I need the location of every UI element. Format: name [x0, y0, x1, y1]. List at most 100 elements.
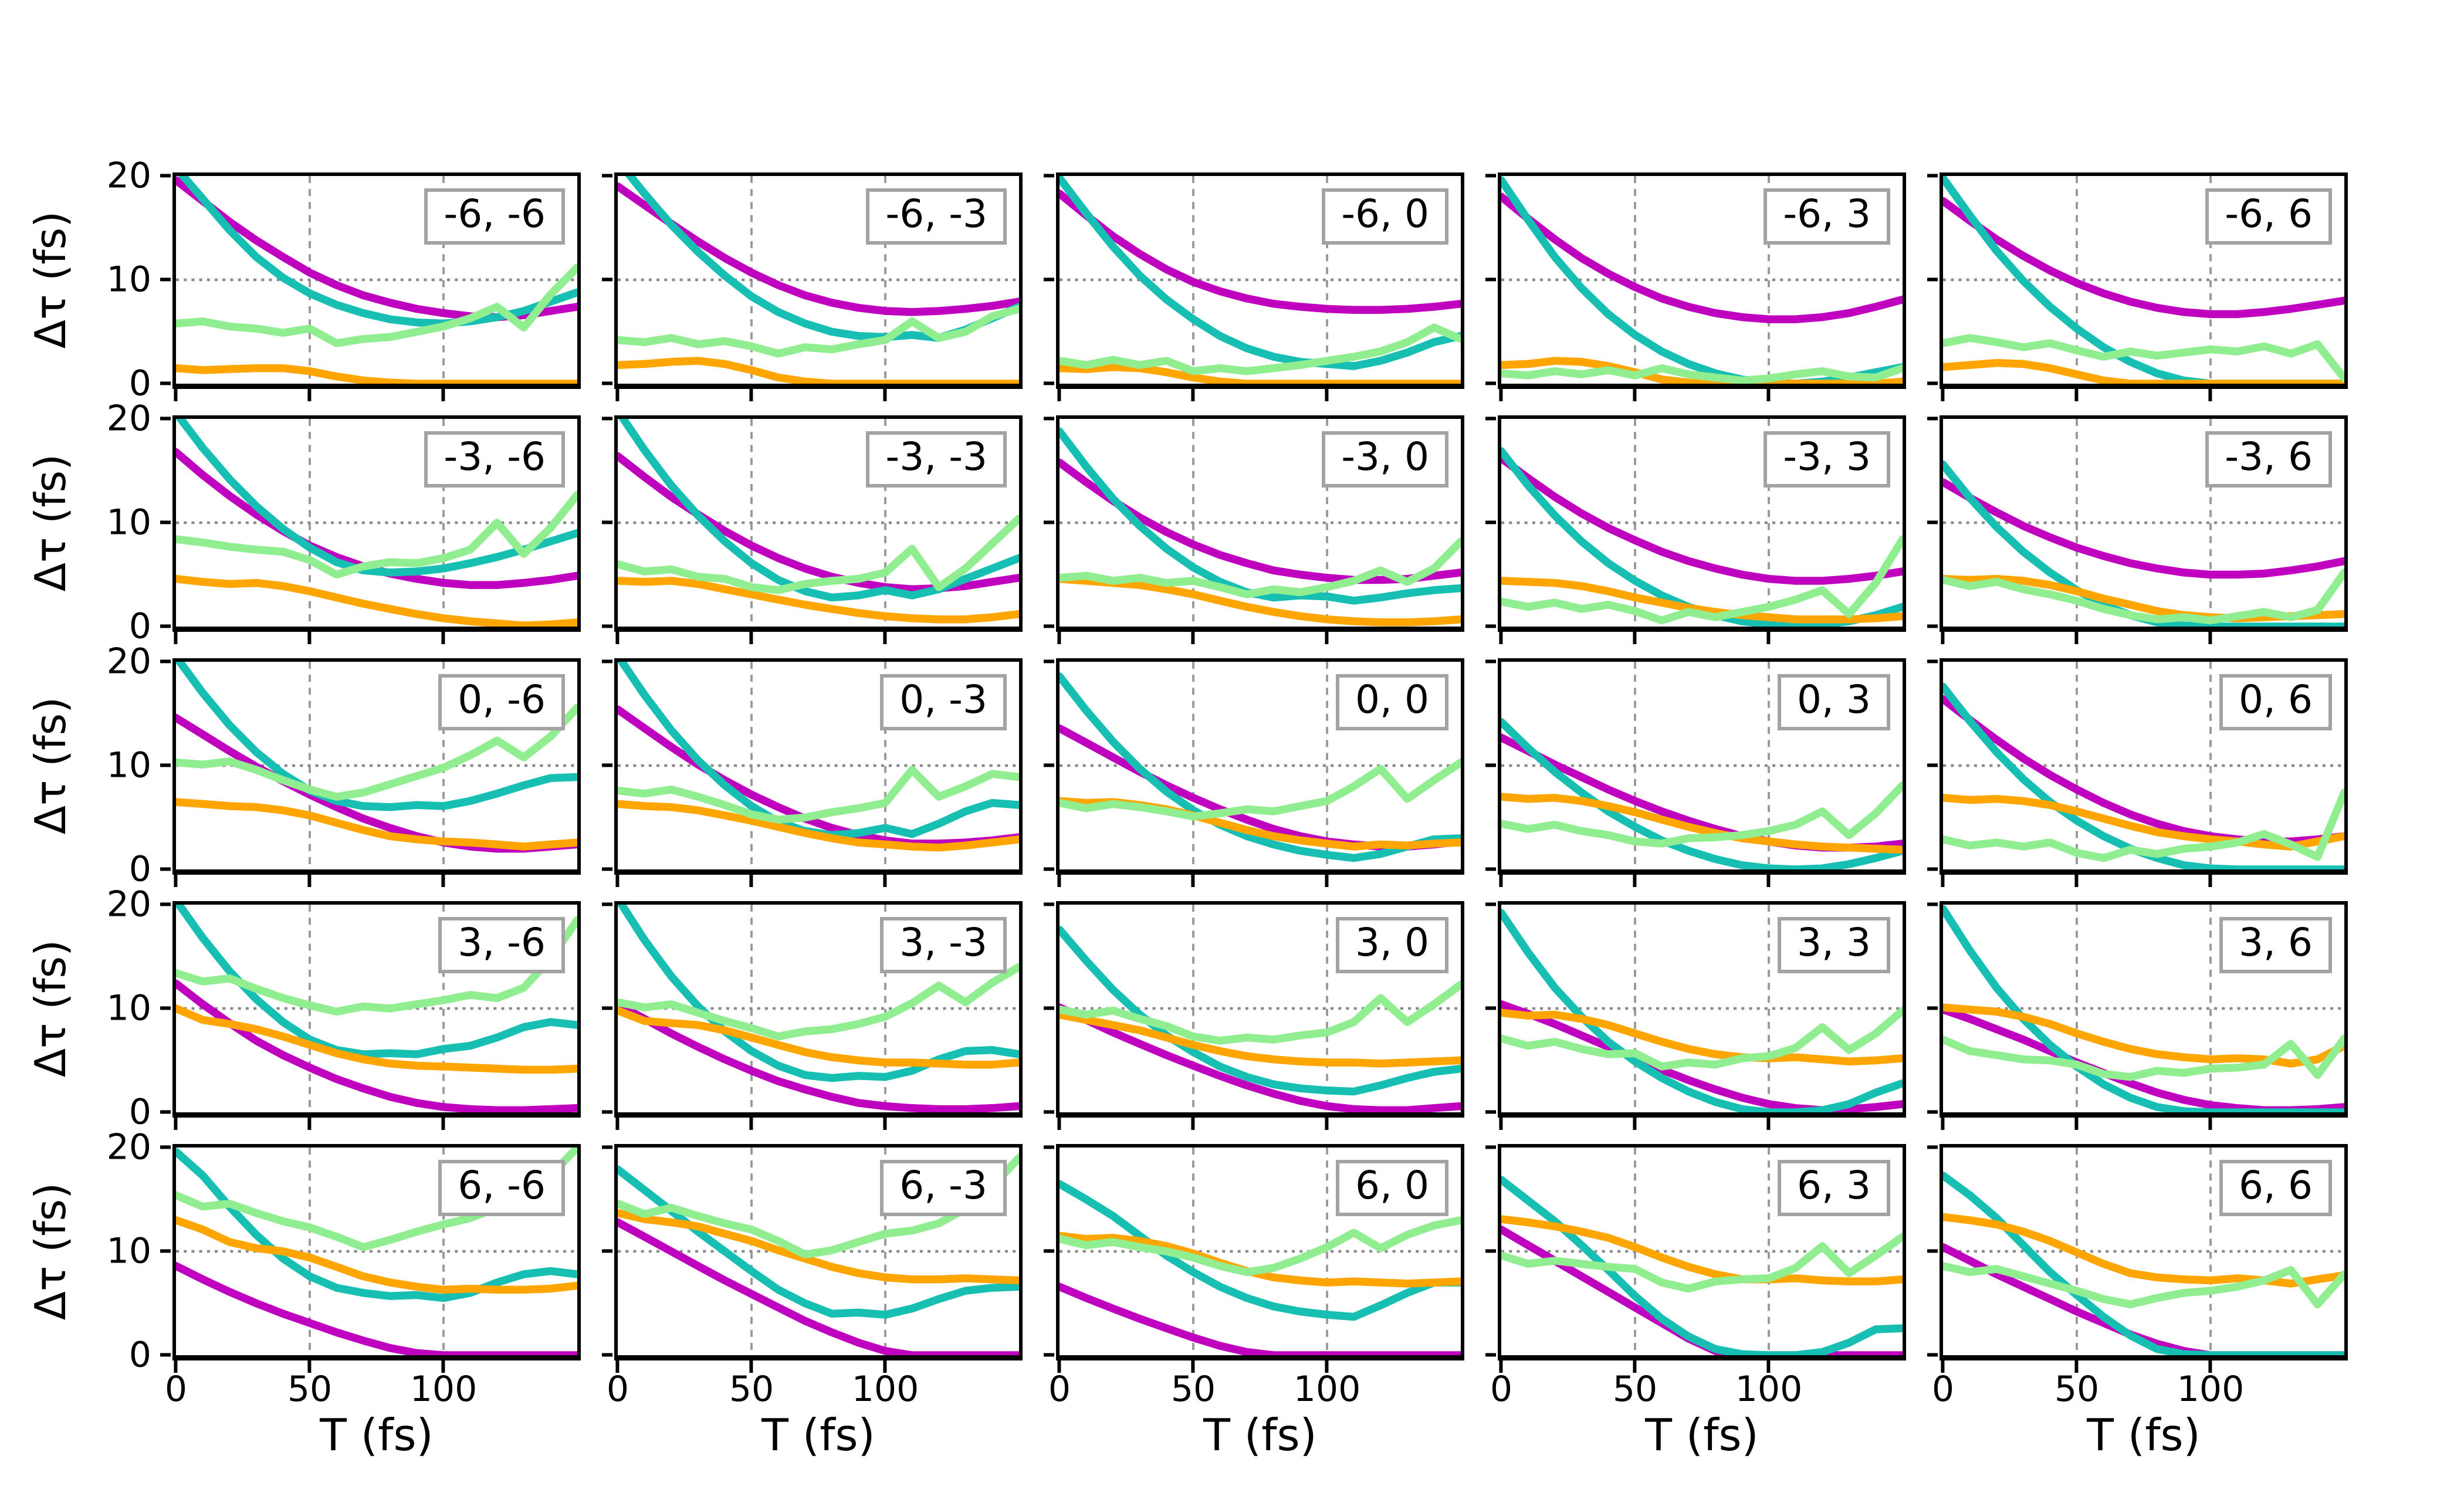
- magenta-line: [618, 1000, 1019, 1112]
- y-tick-mark: [159, 174, 171, 178]
- orange-line: [176, 798, 577, 851]
- x-tick-label: 100: [409, 1368, 478, 1410]
- x-tick-mark: [1499, 875, 1504, 886]
- subplot: 0, 3: [1484, 658, 1906, 886]
- magenta-line: [618, 182, 1019, 316]
- panel-label: 3, -3: [880, 917, 1007, 974]
- orange-line: [1943, 1003, 2344, 1068]
- panel-label: -3, 6: [2205, 431, 2332, 488]
- x-tick-mark: [2208, 1360, 2213, 1372]
- plot-area: [1943, 176, 2344, 384]
- x-tick-mark: [174, 1118, 178, 1129]
- y-tick-mark: [159, 902, 171, 907]
- green-line: [176, 916, 577, 1016]
- subplot: -6, 6: [1926, 172, 2348, 401]
- x-tick-mark: [2208, 389, 2213, 401]
- y-tick-label: 20: [106, 639, 151, 682]
- magenta-line: [1943, 197, 2344, 319]
- x-tick-mark: [1766, 875, 1771, 886]
- orange-line: [1943, 358, 2344, 384]
- y-tick-label: 10: [106, 500, 151, 543]
- y-tick-mark: [1926, 902, 1938, 907]
- panel-label: 3, 0: [1336, 917, 1448, 974]
- magenta-line: [176, 979, 577, 1112]
- y-tick-mark: [1926, 1249, 1938, 1254]
- x-tick-mark: [1766, 1360, 1771, 1372]
- teal-line: [1060, 672, 1461, 862]
- y-tick-mark: [1484, 1145, 1496, 1150]
- panel-label: 0, -3: [880, 674, 1007, 731]
- plot-area: [1060, 419, 1461, 627]
- x-tick-mark: [1057, 632, 1062, 644]
- x-tick-mark: [441, 632, 446, 644]
- x-tick-mark: [1633, 389, 1637, 401]
- x-tick-mark: [1941, 389, 1945, 401]
- x-tick-mark: [1766, 389, 1771, 401]
- y-tick-mark: [601, 174, 612, 178]
- plot-area: [1501, 662, 1903, 869]
- orange-line: [618, 1006, 1019, 1069]
- magenta-line: [1501, 192, 1903, 323]
- y-tick-mark: [159, 659, 171, 664]
- green-line: [1943, 1262, 2344, 1309]
- y-tick-mark: [1484, 417, 1496, 421]
- green-line: [1501, 1006, 1903, 1071]
- panel-label: 6, 0: [1336, 1160, 1448, 1217]
- green-line: [1943, 334, 2344, 383]
- green-line: [1943, 1034, 2344, 1081]
- y-tick-mark: [1926, 1353, 1938, 1358]
- y-tick-mark: [1926, 381, 1938, 386]
- x-tick-mark: [615, 1360, 620, 1372]
- plot-area: [176, 905, 577, 1112]
- y-tick-mark: [159, 867, 171, 872]
- teal-line: [1060, 176, 1461, 370]
- y-tick-label: 10: [106, 986, 151, 1029]
- panel-label: -3, -6: [424, 431, 565, 488]
- panel-label: 6, -6: [438, 1160, 565, 1217]
- y-tick-mark: [1926, 1006, 1938, 1011]
- panel-label: 0, 6: [2219, 674, 2332, 731]
- subplot: -3, -6 0 10 20 Δτ (fs): [26, 397, 581, 647]
- y-tick-mark: [601, 1353, 612, 1358]
- x-tick-mark: [1766, 632, 1771, 644]
- teal-line: [1943, 461, 2344, 627]
- y-tick-label: 20: [106, 882, 151, 925]
- teal-line: [1060, 1180, 1461, 1321]
- orange-line: [1501, 1215, 1903, 1286]
- x-tick-mark: [1633, 875, 1637, 886]
- x-tick-mark: [2074, 632, 2079, 644]
- x-tick-label: 100: [1293, 1368, 1361, 1410]
- x-tick-mark: [1057, 1118, 1062, 1129]
- y-tick-mark: [159, 381, 171, 386]
- x-tick-label: 100: [1735, 1368, 1803, 1410]
- magenta-line: [1501, 1226, 1903, 1355]
- x-tick-mark: [615, 389, 620, 401]
- panel-label: -6, -6: [424, 188, 565, 245]
- y-tick-mark: [1484, 1110, 1496, 1115]
- x-tick-mark: [749, 632, 754, 644]
- y-tick-mark: [601, 867, 612, 872]
- x-tick-mark: [1057, 875, 1062, 886]
- y-tick-label: 20: [106, 397, 151, 439]
- y-tick-mark: [1043, 1145, 1054, 1150]
- plot-area: [176, 419, 577, 627]
- plot-area: [1060, 1148, 1461, 1355]
- x-tick-mark: [2074, 1118, 2079, 1129]
- y-tick-mark: [1484, 902, 1496, 907]
- y-tick-mark: [159, 417, 171, 421]
- x-tick-label: 100: [851, 1368, 919, 1410]
- x-tick-mark: [1191, 1360, 1196, 1372]
- x-tick-mark: [1191, 875, 1196, 886]
- y-tick-label: 0: [128, 361, 151, 404]
- subplot: -3, -3: [601, 415, 1023, 644]
- plot-area: [1501, 1148, 1903, 1355]
- x-tick-mark: [1325, 1360, 1329, 1372]
- y-tick-mark: [159, 1110, 171, 1115]
- y-tick-mark: [1043, 763, 1054, 768]
- y-tick-label: 0: [128, 604, 151, 647]
- plot-area: [618, 176, 1019, 384]
- x-tick-mark: [1941, 1360, 1945, 1372]
- orange-line: [176, 1216, 577, 1294]
- y-axis-label: Δτ (fs): [26, 939, 76, 1078]
- panel-label: -3, 0: [1322, 431, 1448, 488]
